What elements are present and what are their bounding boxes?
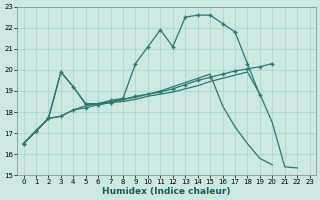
X-axis label: Humidex (Indice chaleur): Humidex (Indice chaleur): [102, 187, 231, 196]
